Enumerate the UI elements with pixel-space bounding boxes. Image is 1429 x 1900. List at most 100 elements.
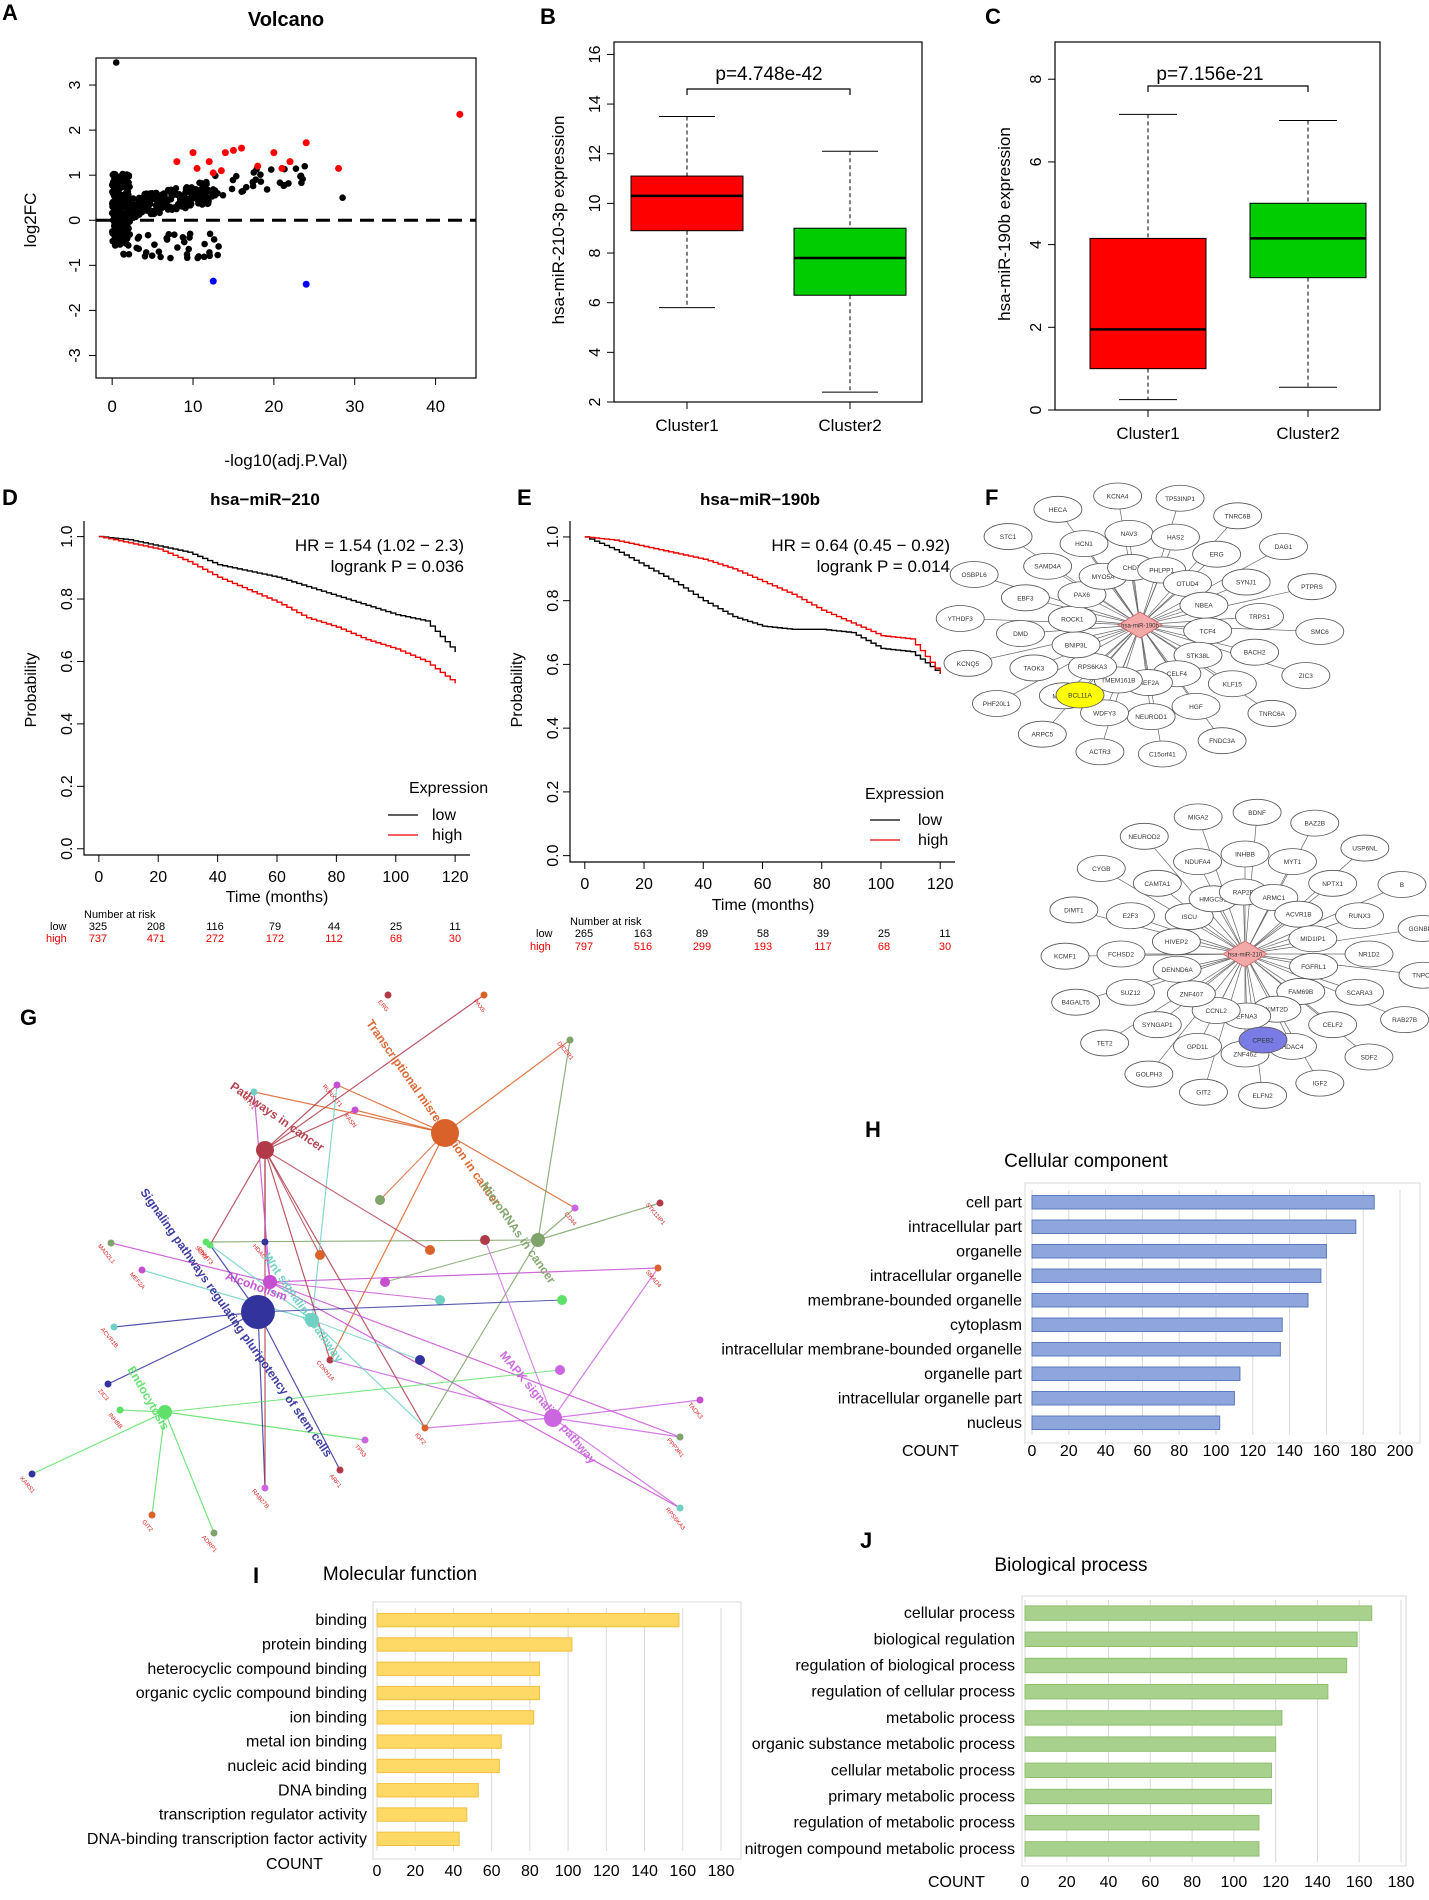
gene-node-ellipse	[1235, 603, 1284, 630]
gene-node-label: TNRC6B	[1225, 513, 1251, 520]
gene-node: KCNA4	[1093, 482, 1143, 510]
bar-mark	[1024, 1683, 1329, 1700]
highlight-node-ellipse	[1055, 681, 1105, 709]
panel-j: J Biological process 0 20 40 60 80 100 120 140 1…	[745, 1528, 1415, 1891]
gene-node-ellipse	[1197, 727, 1247, 755]
bar-x-tick-label: 20	[1060, 1443, 1078, 1460]
km-risk-low-value: 79	[269, 921, 281, 933]
bar-category-label: intracellular membrane-bounded organelle	[721, 1341, 1022, 1358]
gene-node-ellipse	[1173, 803, 1223, 831]
gene-node-label: HECA	[1049, 507, 1068, 514]
volcano-point	[204, 188, 212, 195]
network-g-edge	[264, 994, 485, 1151]
km-risk-high-value: 68	[878, 941, 890, 953]
network-g-gene-dot	[384, 991, 392, 999]
volcano-point	[195, 253, 202, 260]
gene-node: DENND6A	[1152, 955, 1202, 983]
gene-node: GGNBP2	[1397, 915, 1429, 942]
network-g-pathway-node	[241, 1295, 275, 1329]
box-y-tick-label: 2	[587, 397, 604, 406]
km-risk-low-value: 89	[696, 928, 708, 940]
bar-category-label: nucleic acid binding	[227, 1758, 367, 1775]
km-e-risk-high-row: 797 516 299 193 117 68 30	[575, 941, 951, 953]
network-edge	[1244, 847, 1366, 955]
gene-node: BNIP3L	[1051, 631, 1101, 659]
gene-node-ellipse	[1308, 1011, 1358, 1039]
network-g-edge	[253, 1091, 446, 1134]
bar-h-chart: 0 20 40 60 80 100 120 140 160 180 200 nucleus intrac…	[721, 1190, 1413, 1460]
gene-node: NR1D2	[1344, 940, 1394, 968]
network-g-minor-node	[555, 1365, 565, 1375]
volcano-point	[175, 190, 183, 198]
box-iqr	[1089, 237, 1207, 370]
gene-node-label: ARPC5	[1031, 732, 1053, 739]
bar-x-tick-label: 180	[1388, 1874, 1415, 1891]
km-x-tick-label: 40	[209, 869, 227, 886]
volcano-x-tick-label: 20	[264, 397, 283, 416]
km-d-low-curve	[98, 535, 456, 653]
bar-category-label: regulation of metabolic process	[794, 1815, 1015, 1832]
volcano-up-point	[278, 164, 286, 172]
gene-node-label: HGF	[1189, 704, 1203, 711]
km-d-hr: HR = 1.54 (1.02 − 2.3)	[295, 536, 464, 555]
bar-mark	[1031, 1342, 1281, 1357]
bar-mark	[1031, 1415, 1221, 1430]
gene-node-ellipse	[1049, 896, 1099, 924]
gene-node-label: SYNJ1	[1236, 580, 1257, 587]
gene-node: NEUROD2	[1119, 822, 1169, 850]
gene-node-label: FAM69B	[1288, 989, 1313, 996]
gene-node-ellipse	[1132, 1011, 1182, 1039]
gene-node-label: TET2	[1097, 1040, 1113, 1047]
gene-node: ACVR1B	[1274, 900, 1324, 928]
gene-node-label: WDFY3	[1093, 710, 1116, 717]
km-risk-high-value: 516	[634, 941, 652, 953]
bar-category-label: cellular metabolic process	[831, 1762, 1015, 1779]
network-g-gene-label: INHBB	[107, 1412, 123, 1430]
gene-node: FGFRL1	[1289, 952, 1339, 980]
bar-category-label: heterocyclic compound binding	[147, 1661, 367, 1678]
volcano-point	[126, 231, 134, 238]
gene-node-label: TNPO2	[1412, 973, 1429, 980]
panel-d: D hsa−miR−210 0.0 0.2 0.4 0.6 0.8 1.0 0 20 40 60…	[2, 485, 488, 945]
gene-node-ellipse	[1179, 591, 1229, 619]
gene-node: SYNJ1	[1221, 568, 1271, 596]
gene-node-label: NPTX1	[1322, 881, 1343, 888]
volcano-up-point	[173, 158, 181, 166]
km-y-tick-label: 0.6	[545, 653, 562, 675]
panel-letter-e: E	[517, 485, 532, 510]
gene-node-ellipse	[1238, 1081, 1288, 1109]
volcano-point	[189, 194, 196, 201]
highlight-node-label: CPEB2	[1252, 1038, 1274, 1045]
bar-category-label: DNA binding	[278, 1782, 367, 1799]
volcano-point	[120, 198, 127, 205]
box-y-tick-label: 12	[587, 145, 604, 163]
km-x-tick-label: 100	[868, 876, 895, 893]
bar-x-tick-label: 100	[555, 1863, 582, 1880]
volcano-point	[120, 233, 127, 241]
box-c-x-labels: Cluster1 Cluster2	[1116, 410, 1340, 443]
km-x-tick-label: 20	[635, 876, 653, 893]
gene-node-label: OTUD4	[1176, 581, 1198, 588]
gene-node-label: FNDC3A	[1209, 738, 1236, 745]
network-g-gene-dot	[110, 1323, 118, 1331]
panel-letter-h: H	[865, 1117, 881, 1142]
gene-node-label: GOLPH3	[1136, 1072, 1163, 1079]
gene-node-label: NDUFA4	[1185, 859, 1211, 866]
gene-node-label: FCHSD2	[1108, 952, 1134, 959]
network-g-edge	[257, 1311, 266, 1489]
panel-letter-i: I	[253, 1563, 259, 1588]
network-g-pathway-node	[531, 1233, 545, 1247]
gene-node-label: E2F3	[1123, 913, 1139, 920]
network-g-gene-dot	[351, 1106, 359, 1114]
box-y-tick-label: 0	[1028, 405, 1045, 414]
network-g-edge	[141, 1269, 313, 1321]
gene-node: E2F3	[1106, 902, 1155, 930]
km-d-legend-high: high	[432, 827, 462, 844]
gene-node: HCN1	[1059, 530, 1109, 558]
gene-node-ellipse	[1295, 1069, 1345, 1097]
km-d-risk-low-label: low	[50, 921, 67, 933]
gene-node: HAS2	[1151, 523, 1200, 551]
network-g-minor-node	[480, 1235, 490, 1245]
network-g-gene-label: PAX6	[472, 999, 487, 1015]
bar-category-label: cellular process	[904, 1605, 1015, 1622]
